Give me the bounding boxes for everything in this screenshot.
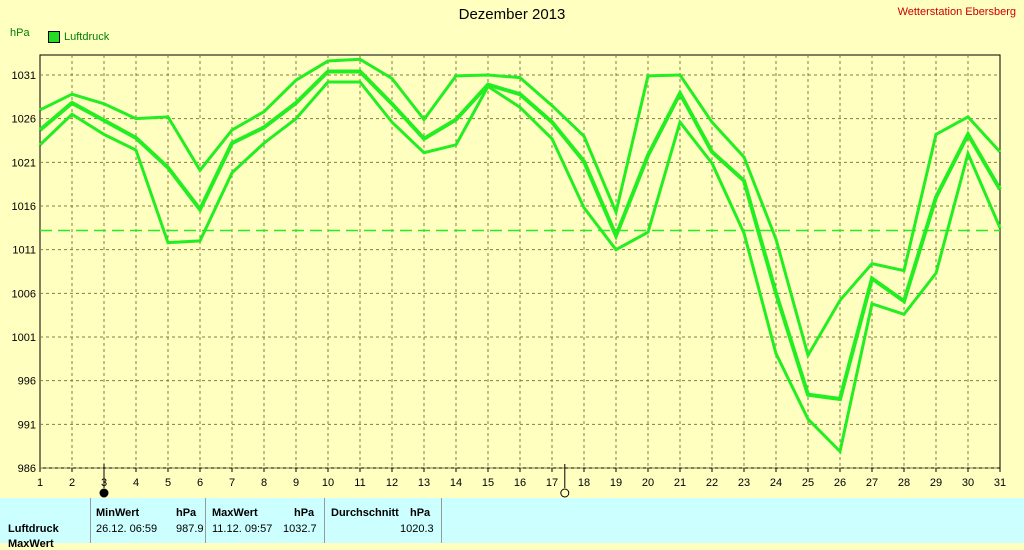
min-header: MinWert (96, 507, 140, 519)
x-tick-label: 4 (133, 477, 139, 489)
avg-value: 1020.3 (400, 523, 434, 535)
stats-separator (205, 498, 206, 543)
x-tick-label: 26 (834, 477, 846, 489)
series-line (38, 69, 1002, 402)
x-tick-label: 24 (770, 477, 782, 489)
x-tick-label: 15 (482, 477, 494, 489)
x-tick-label: 13 (418, 477, 430, 489)
x-tick-label: 16 (514, 477, 526, 489)
x-tick-label: 5 (165, 477, 171, 489)
chart-title: Dezember 2013 (458, 6, 566, 23)
stats-separator (324, 498, 325, 543)
min-time: 26.12. 06:59 (96, 523, 158, 535)
legend-label: Luftdruck (64, 31, 110, 43)
x-tick-label: 1 (37, 477, 43, 489)
x-tick-label: 11 (354, 477, 365, 489)
y-tick-label: 1021 (12, 157, 36, 169)
avg-unit: hPa (410, 507, 431, 519)
legend: Luftdruck (48, 31, 109, 43)
avg-header: Durchschnitt (331, 507, 399, 519)
x-tick-label: 6 (197, 477, 203, 489)
x-tick-label: 14 (450, 477, 462, 489)
stats-row-label-2: MaxWert (8, 538, 54, 550)
y-tick-label: 1026 (12, 114, 36, 126)
x-tick-label: 7 (229, 477, 235, 489)
y-axis-unit: hPa (10, 27, 30, 39)
x-tick-label: 17 (546, 477, 558, 489)
stats-row-label: Luftdruck (8, 523, 59, 535)
full-moon-icon (560, 488, 570, 498)
max-time: 11.12. 09:57 (212, 523, 273, 535)
min-value: 987.9 (176, 523, 204, 535)
x-tick-label: 19 (610, 477, 622, 489)
legend-swatch (48, 31, 60, 43)
x-tick-label: 12 (386, 477, 398, 489)
y-tick-label: 1001 (12, 332, 36, 344)
y-tick-label: 1031 (12, 70, 36, 82)
x-tick-label: 29 (930, 477, 942, 489)
max-value: 1032.7 (283, 523, 317, 535)
station-name: Wetterstation Ebersberg (897, 6, 1016, 18)
x-tick-label: 27 (866, 477, 878, 489)
pressure-chart: 1031102610211016101110061001996991986123… (12, 54, 1006, 498)
y-tick-label: 1016 (12, 201, 36, 213)
stats-separator (441, 498, 442, 543)
min-unit: hPa (176, 507, 197, 519)
stats-panel: Luftdruck MaxWert MinWert hPa 26.12. 06:… (0, 498, 1024, 550)
y-tick-label: 986 (18, 463, 36, 475)
new-moon-icon (99, 488, 109, 498)
y-tick-label: 1011 (12, 245, 36, 257)
x-tick-label: 8 (261, 477, 267, 489)
x-tick-label: 20 (642, 477, 654, 489)
max-header: MaxWert (212, 507, 258, 519)
stats-separator (90, 498, 91, 543)
x-tick-label: 25 (802, 477, 814, 489)
y-tick-label: 1006 (12, 288, 36, 300)
x-tick-label: 18 (578, 477, 590, 489)
x-tick-label: 10 (322, 477, 334, 489)
x-tick-label: 23 (738, 477, 750, 489)
x-tick-label: 2 (69, 477, 75, 489)
series-line (38, 80, 1002, 455)
y-tick-label: 996 (18, 376, 36, 388)
x-tick-label: 22 (706, 477, 718, 489)
series-line (39, 57, 1002, 360)
x-tick-label: 31 (994, 477, 1006, 489)
max-unit: hPa (294, 507, 315, 519)
x-tick-label: 28 (898, 477, 910, 489)
y-tick-label: 991 (18, 419, 36, 431)
x-tick-label: 21 (674, 477, 686, 489)
x-tick-label: 30 (962, 477, 974, 489)
x-tick-label: 9 (293, 477, 299, 489)
